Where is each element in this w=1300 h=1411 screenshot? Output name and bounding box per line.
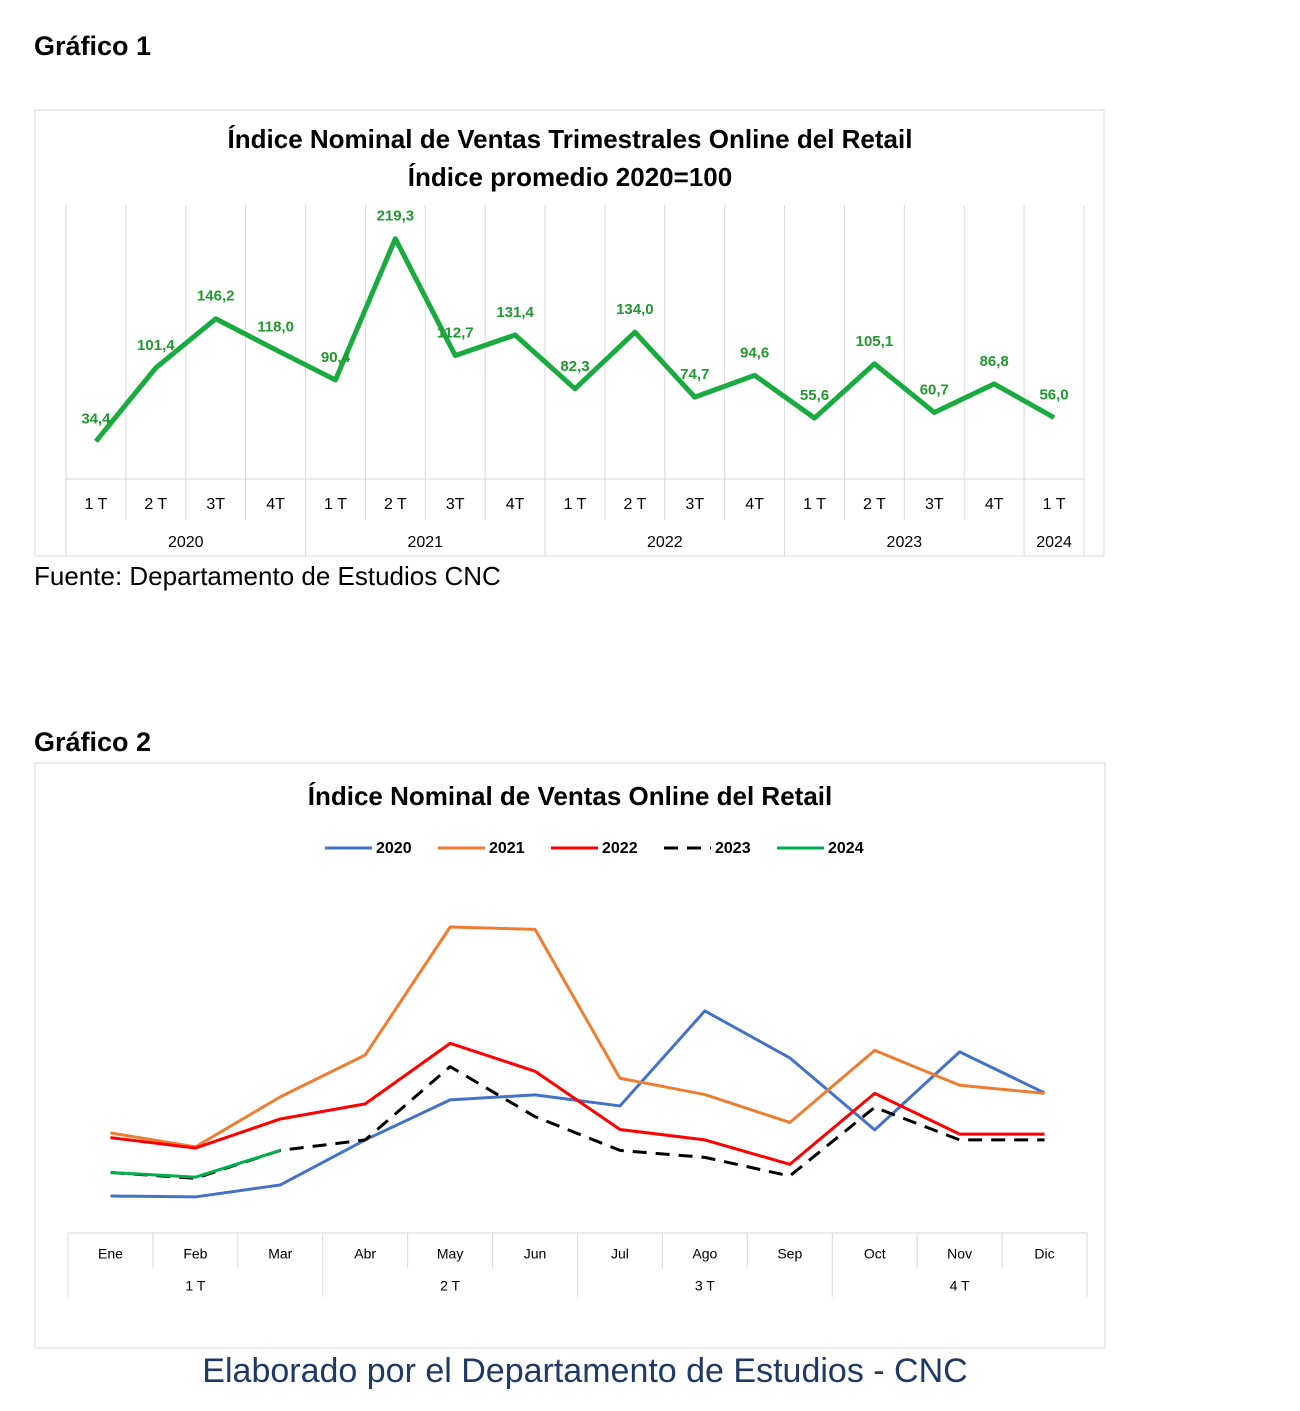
group-label: 2 T <box>440 1278 460 1294</box>
x-tick-label: 3T <box>925 496 944 513</box>
group-label: 4 T <box>950 1278 970 1294</box>
data-label: 112,7 <box>437 324 474 341</box>
chart-frame <box>34 109 1105 557</box>
heading: Gráfico 2 <box>34 727 151 757</box>
group-label: 2023 <box>887 534 923 551</box>
x-tick-label: 1 T <box>803 496 826 513</box>
group-label: 2021 <box>407 534 443 551</box>
x-tick-label: 4T <box>506 496 525 513</box>
data-label: 131,4 <box>496 304 534 321</box>
group-label: 2020 <box>168 534 204 551</box>
x-tick-label: May <box>437 1246 463 1262</box>
x-tick-label: 3T <box>685 496 704 513</box>
group-label: 2024 <box>1036 534 1072 551</box>
x-tick-label: 1 T <box>1043 496 1066 513</box>
x-tick-label: Nov <box>947 1246 972 1262</box>
data-label: 118,0 <box>257 319 294 336</box>
data-label: 105,1 <box>856 333 894 350</box>
group-label: 2022 <box>647 534 683 551</box>
data-label: 94,6 <box>740 344 769 361</box>
x-tick-label: 1 T <box>324 496 347 513</box>
x-tick-label: Sep <box>777 1246 802 1262</box>
data-label: 55,6 <box>800 387 829 404</box>
heading: Gráfico 1 <box>34 31 151 61</box>
group-label: 1 T <box>185 1278 205 1294</box>
footer: Elaborado por el Departamento de Estudio… <box>202 1352 967 1390</box>
data-label: 101,4 <box>137 337 175 354</box>
x-tick-label: 2 T <box>623 496 646 513</box>
x-tick-label: Jul <box>611 1246 629 1262</box>
x-tick-label: Dic <box>1034 1246 1054 1262</box>
chart-title: Índice Nominal de Ventas Online del Reta… <box>308 781 832 811</box>
data-line <box>110 1148 281 1179</box>
x-tick-label: 1 T <box>564 496 587 513</box>
legend-label: 2023 <box>715 840 751 857</box>
data-label: 82,3 <box>560 358 589 375</box>
data-line <box>94 236 1056 443</box>
chart-title: Índice Nominal de Ventas Trimestrales On… <box>228 124 913 154</box>
data-label: 74,7 <box>680 366 709 383</box>
x-tick-label: 4T <box>266 496 285 513</box>
data-line <box>110 1065 1045 1180</box>
source: Fuente: Departamento de Estudios CNC <box>34 561 501 591</box>
x-tick-label: 4T <box>745 496 764 513</box>
x-tick-label: 2 T <box>863 496 886 513</box>
x-tick-label: 3T <box>206 496 225 513</box>
x-tick-label: Mar <box>268 1246 292 1262</box>
x-tick-label: Ene <box>98 1246 123 1262</box>
chart-subtitle: Índice promedio 2020=100 <box>408 162 732 192</box>
data-label: 34,4 <box>81 410 111 427</box>
data-line <box>110 1009 1046 1199</box>
legend-label: 2022 <box>602 840 638 857</box>
x-tick-label: 1 T <box>85 496 108 513</box>
x-tick-label: Feb <box>183 1246 207 1262</box>
legend-label: 2020 <box>376 840 412 857</box>
data-label: 146,2 <box>197 288 235 305</box>
data-line <box>110 925 1045 1149</box>
data-label: 86,8 <box>980 353 1009 370</box>
data-label: 219,3 <box>377 208 415 225</box>
data-label: 60,7 <box>920 381 949 398</box>
x-tick-label: 2 T <box>144 496 167 513</box>
x-tick-label: Jun <box>524 1246 547 1262</box>
data-line <box>110 1041 1045 1166</box>
chart-frame <box>34 762 1106 1349</box>
data-label: 56,0 <box>1039 387 1068 404</box>
data-label: 90,4 <box>321 349 351 366</box>
data-label: 134,0 <box>616 301 654 318</box>
x-tick-label: 2 T <box>384 496 407 513</box>
x-tick-label: 4T <box>985 496 1004 513</box>
x-tick-label: 3T <box>446 496 465 513</box>
x-tick-label: Oct <box>864 1246 886 1262</box>
group-label: 3 T <box>695 1278 715 1294</box>
x-tick-label: Abr <box>354 1246 376 1262</box>
x-tick-label: Ago <box>692 1246 717 1262</box>
legend-label: 2024 <box>828 840 864 857</box>
legend-label: 2021 <box>489 840 525 857</box>
